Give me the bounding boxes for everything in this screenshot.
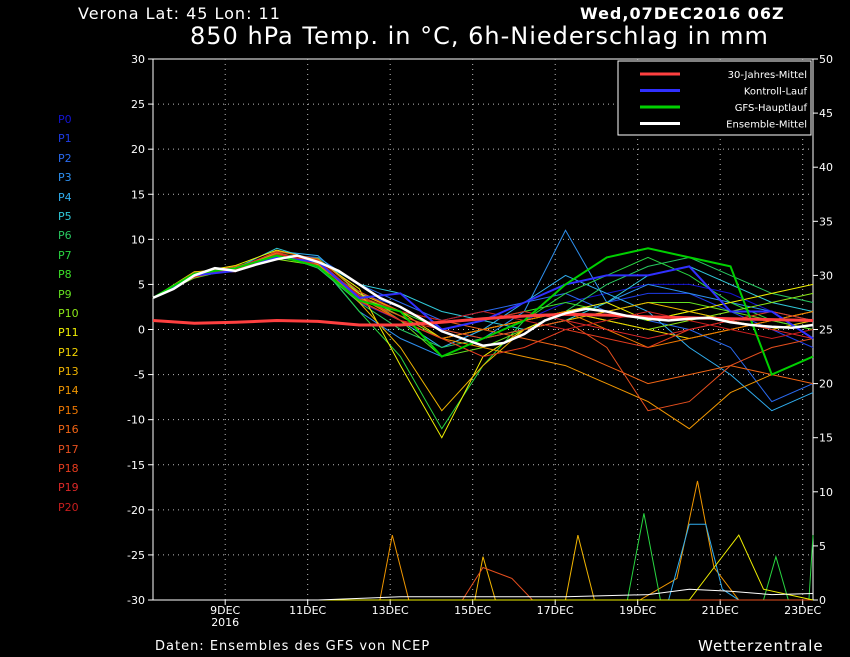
member-line-p11 [152, 249, 814, 439]
member-label-p1: P1 [58, 132, 72, 146]
member-line-p20 [152, 254, 814, 340]
run-timestamp: Wed,07DEC2016 06Z [580, 4, 785, 23]
x-tick-label: 17DEC [537, 604, 574, 617]
member-label-p6: P6 [58, 229, 72, 243]
member-label-p10: P10 [58, 306, 79, 320]
precipitation-series [153, 480, 814, 601]
y-tick-label: -5 [134, 369, 145, 382]
x-tick-label: 19DEC [619, 604, 656, 617]
member-line-p18 [152, 253, 814, 358]
member-line-p17 [152, 256, 814, 412]
member-label-p18: P18 [58, 462, 79, 476]
brand-label: Wetterzentrale [698, 637, 824, 655]
member-legend: P0 P1 P2 P3 P4 P5 P6 P7 P8 P9 P10 P11 P12 P13 P14 P15 P1… [58, 110, 79, 517]
member-label-p20: P20 [58, 500, 79, 514]
precip-line-ensemble-mittel [153, 588, 814, 601]
member-line-p15 [152, 255, 814, 349]
member-label-p3: P3 [58, 171, 72, 185]
legend-label: 30-Jahres-Mittel [728, 70, 807, 81]
member-label-p15: P15 [58, 403, 79, 417]
member-lines [152, 229, 814, 439]
member-label-p12: P12 [58, 345, 79, 359]
y2-tick-label: 20 [819, 378, 833, 391]
series-line-gfs-hauptlauf [152, 247, 814, 376]
member-label-p4: P4 [58, 190, 72, 204]
member-label-p14: P14 [58, 384, 79, 398]
x-tick-sublabel: 2016 [211, 616, 239, 629]
legend-label: GFS-Hauptlauf [735, 103, 808, 114]
y2-tick-label: 25 [819, 324, 833, 337]
y2-tick-label: 0 [819, 594, 826, 607]
y-tick-label: 25 [131, 98, 145, 111]
y-tick-label: 10 [131, 233, 145, 246]
x-tick-label: 11DEC [289, 604, 326, 617]
y2-tick-label: 50 [819, 53, 833, 66]
y2-tick-label: 10 [819, 486, 833, 499]
chart-title: 850 hPa Temp. in °C, 6h-Niederschlag in … [190, 22, 769, 50]
legend-label: Ensemble-Mittel [726, 120, 807, 131]
y2-tick-label: 30 [819, 269, 833, 282]
y-tick-label: 15 [131, 188, 145, 201]
member-label-p7: P7 [58, 248, 72, 262]
x-tick-label: 9DEC [210, 604, 240, 617]
legend-label: Kontroll-Lauf [744, 87, 808, 98]
main-series [152, 247, 814, 376]
member-label-p2: P2 [58, 151, 72, 165]
y-tick-label: 5 [138, 278, 145, 291]
member-label-p17: P17 [58, 442, 79, 456]
member-line-p1 [152, 255, 814, 348]
y-axis-left: 30 25 20 15 10 5 0 -5 -10 -15 -20 -25 -30 [127, 53, 153, 607]
precip-line-p14 [153, 480, 813, 601]
member-label-p13: P13 [58, 365, 79, 379]
series-line-ensemble-mittel [152, 254, 814, 347]
precip-line-p11 [153, 534, 814, 601]
precip-line-p4 [153, 523, 813, 601]
y-tick-label: -30 [127, 594, 145, 607]
member-label-p5: P5 [58, 209, 72, 223]
y-tick-label: 0 [138, 324, 145, 337]
y2-tick-label: 40 [819, 161, 833, 174]
precip-line-p17 [153, 566, 813, 601]
y-tick-label: -15 [127, 459, 145, 472]
member-label-p16: P16 [58, 423, 79, 437]
x-tick-label: 15DEC [454, 604, 491, 617]
location-label: Verona Lat: 45 Lon: 11 [78, 4, 281, 23]
member-line-p4 [152, 250, 814, 412]
y2-tick-label: 45 [819, 107, 833, 120]
member-line-p7 [152, 255, 814, 430]
member-label-p19: P19 [58, 481, 79, 495]
x-tick-label: 23DEC [784, 604, 821, 617]
y2-tick-label: 35 [819, 215, 833, 228]
x-tick-label: 13DEC [372, 604, 409, 617]
y-tick-label: -20 [127, 504, 145, 517]
x-tick-label: 21DEC [702, 604, 739, 617]
member-line-p9 [152, 256, 814, 358]
y2-tick-label: 15 [819, 432, 833, 445]
y-tick-label: 20 [131, 143, 145, 156]
y-tick-label: -25 [127, 549, 145, 562]
y-tick-label: -10 [127, 414, 145, 427]
member-label-p9: P9 [58, 287, 72, 301]
member-label-p0: P0 [58, 113, 72, 126]
y-tick-label: 30 [131, 53, 145, 66]
y2-tick-label: 5 [819, 540, 826, 553]
chart-legend: 30-Jahres-Mittel Kontroll-Lauf GFS-Hauptla… [617, 60, 812, 136]
member-label-p11: P11 [58, 326, 79, 340]
member-label-p8: P8 [58, 268, 72, 282]
data-source-label: Daten: Ensembles des GFS von NCEP [155, 639, 431, 654]
